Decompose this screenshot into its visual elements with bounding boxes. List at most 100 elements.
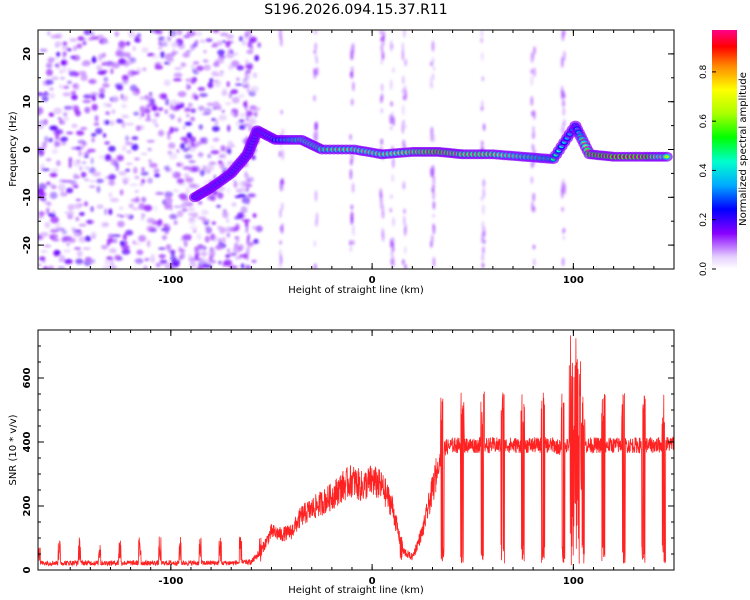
snr-frame [37, 329, 675, 571]
noise-blob [39, 48, 48, 53]
streak-blob [482, 180, 486, 186]
noise-blob [211, 118, 217, 122]
noise-blob [76, 159, 81, 163]
noise-blob [213, 137, 220, 142]
noise-blob [254, 54, 260, 62]
noise-blob [43, 265, 49, 269]
noise-blob [134, 258, 144, 264]
noise-blob [150, 30, 159, 34]
noise-blob [180, 203, 187, 208]
noise-blob [89, 185, 96, 189]
noise-blob [141, 47, 149, 53]
noise-blob [249, 118, 257, 125]
noise-blob [119, 206, 124, 210]
noise-blob [241, 219, 251, 222]
noise-blob [79, 212, 85, 216]
noise-blob [42, 141, 47, 148]
noise-blob [126, 162, 133, 166]
noise-blob [55, 141, 61, 147]
streak-blob [431, 73, 435, 81]
noise-blob [104, 141, 110, 145]
noise-blob [149, 98, 155, 105]
noise-blob [125, 41, 131, 46]
ridge [189, 120, 673, 203]
noise-blob [84, 151, 91, 155]
noise-blob [226, 148, 232, 155]
noise-blob [241, 80, 249, 84]
streak-blob [562, 235, 566, 240]
noise-blob [152, 105, 158, 111]
noise-blob [63, 249, 71, 253]
noise-blob [160, 51, 165, 59]
noise-blob [68, 157, 73, 164]
noise-blob [246, 89, 251, 92]
streak-blob [349, 168, 353, 180]
noise-blob [165, 244, 172, 250]
noise-blob [220, 32, 228, 37]
noise-blob [73, 71, 80, 77]
colorbar-tick-label: 0.4 [699, 163, 709, 178]
noise-blob [181, 235, 187, 242]
streak-blob [281, 128, 285, 135]
noise-blob [91, 94, 97, 102]
noise-blob [101, 244, 108, 250]
noise-blob [154, 112, 160, 118]
streak-blob [401, 75, 405, 85]
noise-blob [182, 125, 186, 130]
noise-blob [45, 62, 53, 69]
streak-blob [392, 217, 395, 227]
noise-blob [226, 34, 234, 40]
noise-blob [101, 62, 108, 66]
streak-blob [278, 150, 282, 158]
noise-blob [141, 217, 145, 220]
noise-blob [43, 244, 52, 248]
noise-blob [41, 168, 50, 171]
streak-blob [381, 230, 385, 242]
noise-blob [194, 251, 200, 258]
noise-blob [167, 133, 171, 140]
noise-blob [121, 176, 131, 183]
noise-blob [82, 247, 91, 250]
noise-blob [55, 133, 60, 140]
streak-blob [480, 236, 484, 244]
noise-blob [236, 77, 240, 82]
noise-blob [134, 37, 142, 43]
noise-blob [164, 229, 169, 235]
noise-blob [104, 155, 112, 162]
noise-blob [197, 216, 207, 220]
noise-blob [78, 70, 87, 76]
noise-blob [149, 162, 158, 168]
noise-blob [191, 63, 195, 69]
noise-blob [84, 235, 92, 242]
noise-blob [125, 229, 134, 236]
spectrogram-xtick-label: -100 [158, 275, 183, 286]
noise-blob [194, 40, 199, 44]
streak-blob [480, 52, 484, 61]
noise-blob [227, 187, 230, 194]
noise-blob [158, 129, 165, 137]
noise-blob [203, 64, 211, 71]
noise-blob [56, 51, 61, 57]
noise-blob [169, 126, 174, 134]
spectrogram-xlabel: Height of straight line (km) [288, 285, 424, 296]
noise-blob [211, 80, 218, 83]
noise-blob [247, 41, 253, 48]
noise-blob [134, 176, 140, 179]
noise-blob [69, 38, 78, 42]
noise-blob [181, 208, 187, 212]
streak-blob [390, 248, 394, 260]
noise-blob [203, 263, 213, 269]
noise-blob [180, 197, 190, 201]
noise-blob [215, 73, 224, 77]
streak-blob [280, 202, 284, 211]
streak-blob [533, 46, 536, 55]
noise-blob [174, 67, 183, 70]
noise-blob [112, 95, 119, 103]
noise-blob [84, 106, 91, 114]
noise-blob [253, 106, 261, 112]
noise-blob [222, 211, 229, 218]
noise-blob [169, 103, 174, 110]
streak-blob [247, 242, 251, 255]
noise-blob [186, 30, 196, 37]
streak-blob [379, 198, 383, 210]
